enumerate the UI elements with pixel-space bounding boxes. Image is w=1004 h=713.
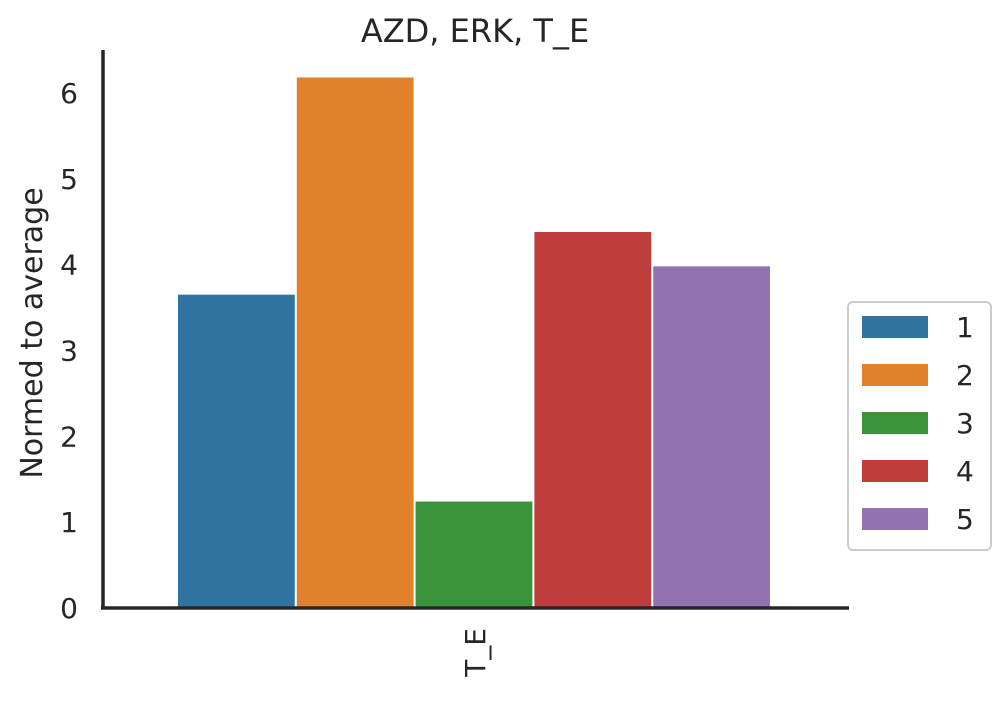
x-tick-label: T_E xyxy=(459,628,492,678)
y-axis-label: Normed to average xyxy=(15,187,50,478)
y-tick-label: 6 xyxy=(60,77,78,110)
y-tick-label: 0 xyxy=(60,592,78,625)
y-tick-label: 2 xyxy=(60,420,78,453)
bar-series-4 xyxy=(534,231,652,609)
legend-swatch-5 xyxy=(862,508,928,530)
legend-label-5: 5 xyxy=(956,503,974,536)
legend-label-3: 3 xyxy=(956,407,974,440)
chart-title: AZD, ERK, T_E xyxy=(361,12,589,50)
legend-label-2: 2 xyxy=(956,359,974,392)
legend: 1 2 3 4 5 xyxy=(847,301,992,551)
y-tick-label: 3 xyxy=(60,334,78,367)
legend-swatch-4 xyxy=(862,460,928,482)
y-tick-label: 5 xyxy=(60,163,78,196)
y-tick-label: 4 xyxy=(60,249,78,282)
y-tick-label: 1 xyxy=(60,506,78,539)
legend-label-4: 4 xyxy=(956,455,974,488)
x-ticks: T_E xyxy=(459,628,492,678)
bar-series-3 xyxy=(415,501,533,608)
bar-series-5 xyxy=(653,266,770,608)
legend-swatch-2 xyxy=(862,364,928,386)
legend-swatch-1 xyxy=(862,316,928,338)
bars-group xyxy=(178,77,770,609)
legend-swatch-3 xyxy=(862,412,928,434)
bar-series-2 xyxy=(296,77,414,609)
y-ticks: 0 1 2 3 4 5 6 xyxy=(60,77,78,625)
legend-label-1: 1 xyxy=(956,311,974,344)
bar-series-1 xyxy=(178,294,295,608)
